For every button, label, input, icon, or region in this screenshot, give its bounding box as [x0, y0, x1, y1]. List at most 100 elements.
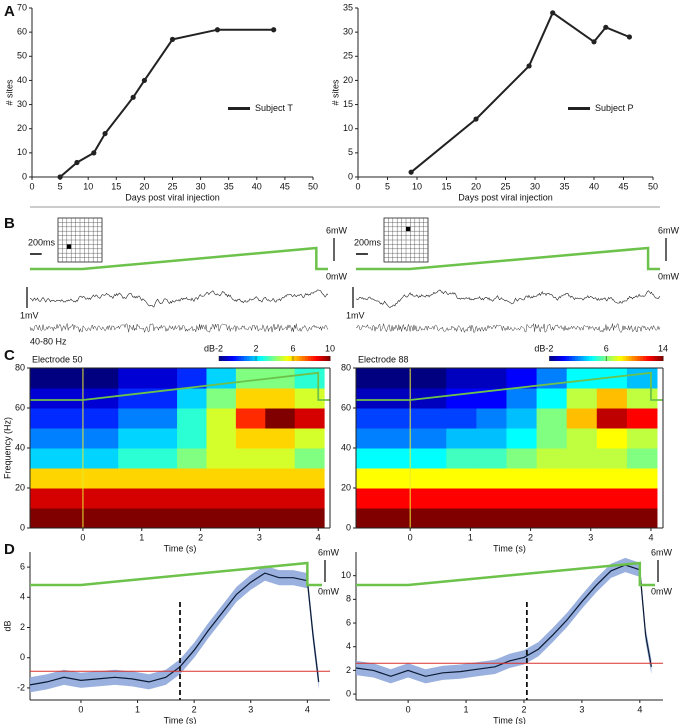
colorbar-segment — [296, 356, 300, 361]
colorbar-segment — [600, 356, 604, 361]
y-tick-label: 10 — [17, 147, 27, 157]
heat-cell — [416, 468, 447, 489]
heat-cell — [177, 488, 207, 509]
power-label: 6mW — [326, 225, 348, 235]
y-tick-label: 0 — [20, 522, 25, 532]
colorbar-segment — [614, 356, 619, 361]
colorbar-segment — [586, 356, 590, 361]
x-tick-label: 10 — [83, 181, 93, 191]
electrode-title: Electrode 50 — [32, 354, 83, 364]
y-tick-label: 40 — [341, 442, 351, 452]
colorbar-segment — [230, 356, 234, 361]
heat-cell — [536, 408, 568, 429]
point — [626, 34, 633, 40]
heat-cell — [506, 468, 538, 489]
heat-cell — [566, 388, 598, 409]
heat-cell — [88, 368, 119, 389]
colorbar-segment — [648, 356, 653, 361]
heat-cell — [566, 488, 598, 509]
x-tick-label: 0 — [355, 181, 360, 191]
y-tick-label: 35 — [343, 2, 353, 12]
colorbar-tick-label: 6 — [290, 343, 295, 353]
heat-cell — [59, 428, 90, 449]
heat-cell — [626, 468, 658, 489]
heat-cell — [265, 388, 296, 409]
heat-cell — [476, 368, 507, 389]
colorbar-tick-label: 14 — [658, 343, 668, 353]
heat-cell — [356, 508, 387, 529]
x-tick-label: 3 — [248, 704, 253, 714]
colorbar-segment — [560, 356, 565, 361]
colorbar-tick-label: 10 — [325, 343, 335, 353]
colorbar-segment — [277, 356, 281, 361]
heat-cell — [536, 508, 568, 529]
colorbar-segment — [634, 356, 638, 361]
heat-cell — [386, 488, 417, 509]
heat-cell — [506, 408, 538, 429]
heat-cell — [294, 428, 325, 449]
panel-label: C — [4, 347, 15, 364]
heat-cell — [59, 448, 90, 469]
heat-cell — [294, 488, 325, 509]
colorbar-segment — [302, 356, 306, 361]
error-band — [356, 557, 652, 684]
x-tick-label: 0 — [29, 181, 34, 191]
heat-cell — [446, 408, 477, 429]
heat-cell — [265, 408, 296, 429]
power-label: 6mW — [658, 225, 680, 235]
colorbar-segment — [288, 356, 292, 361]
heat-cell — [566, 428, 598, 449]
heat-cell — [30, 408, 60, 429]
heat-cell — [446, 468, 477, 489]
heat-cell — [177, 468, 207, 489]
y-tick-label: 2 — [20, 622, 25, 632]
x-tick-label: 15 — [441, 181, 451, 191]
heat-cell — [147, 428, 178, 449]
x-tick-label: 35 — [559, 181, 569, 191]
heat-cell — [596, 408, 628, 429]
y-tick-label: -2 — [17, 682, 25, 692]
colorbar-segment — [268, 356, 273, 361]
colorbar-segment — [224, 356, 228, 361]
heat-cell — [566, 448, 598, 469]
heat-cell — [416, 368, 447, 389]
colorbar-segment — [241, 356, 245, 361]
heat-cell — [476, 468, 507, 489]
heat-cell — [626, 428, 658, 449]
y-tick-label: 20 — [17, 123, 27, 133]
heat-cell — [30, 388, 60, 409]
colorbar-segment — [572, 356, 576, 361]
colorbar-segment — [549, 356, 553, 361]
power-label: 0mW — [658, 271, 680, 281]
colorbar-segment — [246, 356, 251, 361]
y-tick-label: 15 — [343, 99, 353, 109]
colorbar-segment — [282, 356, 287, 361]
heat-cell — [235, 488, 266, 509]
x-tick-label: 20 — [471, 181, 481, 191]
colorbar-segment — [626, 356, 630, 361]
heat-cell — [476, 508, 507, 529]
point — [550, 10, 556, 16]
y-tick-label: 2 — [346, 665, 351, 675]
heat-cell — [626, 388, 658, 409]
heat-cell — [30, 488, 60, 509]
heat-cell — [386, 508, 417, 529]
colorbar-segment — [577, 356, 582, 361]
band-label: 40-80 Hz — [30, 336, 67, 346]
colorbar-segment — [603, 356, 607, 361]
heat-cell — [265, 508, 296, 529]
power-label: 6mW — [651, 547, 673, 557]
electrode — [406, 226, 411, 232]
colorbar-segment — [609, 356, 613, 361]
heat-cell — [265, 468, 296, 489]
point — [408, 169, 414, 175]
heat-cell — [446, 448, 477, 469]
legend-label: Subject T — [255, 103, 293, 113]
heat-cell — [59, 508, 90, 529]
heat-cell — [596, 428, 628, 449]
x-tick-label: 0 — [80, 532, 85, 542]
x-axis-label: Days post viral injection — [458, 192, 553, 202]
colorbar-segment — [569, 356, 573, 361]
colorbar-tick-label: 6 — [604, 343, 609, 353]
colorbar-segment — [227, 356, 231, 361]
